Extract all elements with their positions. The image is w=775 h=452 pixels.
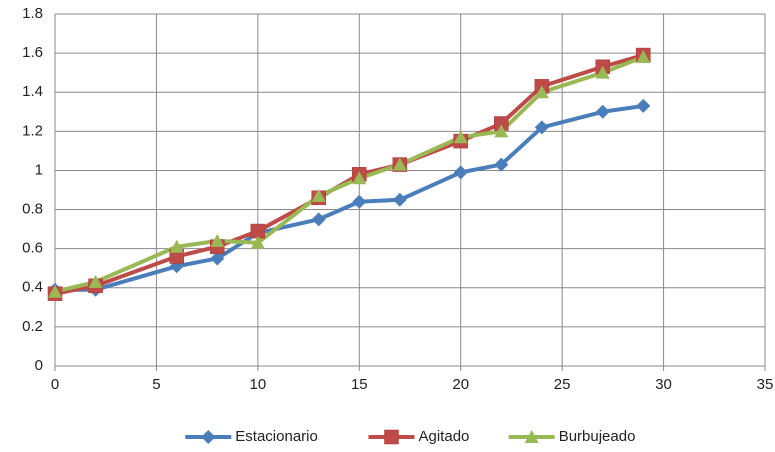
triangle-marker xyxy=(494,124,509,138)
legend-item: Estacionario xyxy=(185,428,318,445)
triangle-marker xyxy=(534,85,549,99)
diamond-marker xyxy=(311,212,326,227)
x-tick-label: 20 xyxy=(452,376,469,393)
diamond-marker xyxy=(494,157,509,172)
triangle-marker xyxy=(352,171,367,185)
y-tick-label: 0 xyxy=(35,357,43,374)
legend-label: Burbujeado xyxy=(559,428,636,445)
x-tick-label: 5 xyxy=(152,376,160,393)
legend-label: Estacionario xyxy=(235,428,318,445)
x-tick-label: 15 xyxy=(351,376,368,393)
x-tick-label: 10 xyxy=(250,376,267,393)
x-tick-label: 35 xyxy=(757,376,774,393)
diamond-marker xyxy=(636,98,651,113)
diamond-marker xyxy=(595,104,610,119)
y-tick-label: 0.2 xyxy=(22,318,43,335)
triangle-marker xyxy=(392,157,407,171)
diamond-marker xyxy=(201,430,216,444)
triangle-marker xyxy=(595,65,610,79)
series-line xyxy=(54,53,644,296)
triangle-marker xyxy=(524,430,539,443)
y-tick-label: 0.6 xyxy=(22,240,43,257)
triangle-marker xyxy=(88,274,103,288)
diamond-marker xyxy=(352,194,367,209)
x-tick-label: 30 xyxy=(655,376,672,393)
y-tick-label: 0.4 xyxy=(22,279,43,296)
triangle-marker xyxy=(453,130,468,144)
triangle-marker xyxy=(311,188,326,202)
diamond-marker xyxy=(392,192,407,207)
triangle-marker xyxy=(210,233,225,247)
x-tick-label: 25 xyxy=(554,376,571,393)
y-tick-label: 1 xyxy=(35,161,43,178)
square-marker xyxy=(384,429,399,445)
diamond-marker xyxy=(534,120,549,135)
x-tick-label: 0 xyxy=(51,376,59,393)
triangle-marker xyxy=(48,284,62,298)
triangle-marker xyxy=(636,50,651,64)
diamond-marker xyxy=(453,165,468,180)
triangle-marker xyxy=(250,235,265,249)
y-tick-label: 1.4 xyxy=(22,83,43,100)
y-tick-label: 1.8 xyxy=(22,5,43,22)
diamond-marker xyxy=(210,251,225,266)
legend-item: Burbujeado xyxy=(508,428,636,445)
legend-item: Agitado xyxy=(368,428,470,445)
y-tick-label: 0.8 xyxy=(22,201,43,218)
legend-label: Agitado xyxy=(419,428,470,445)
y-tick-label: 1.2 xyxy=(22,122,43,139)
y-tick-label: 1.6 xyxy=(22,44,43,61)
triangle-marker xyxy=(169,239,184,253)
